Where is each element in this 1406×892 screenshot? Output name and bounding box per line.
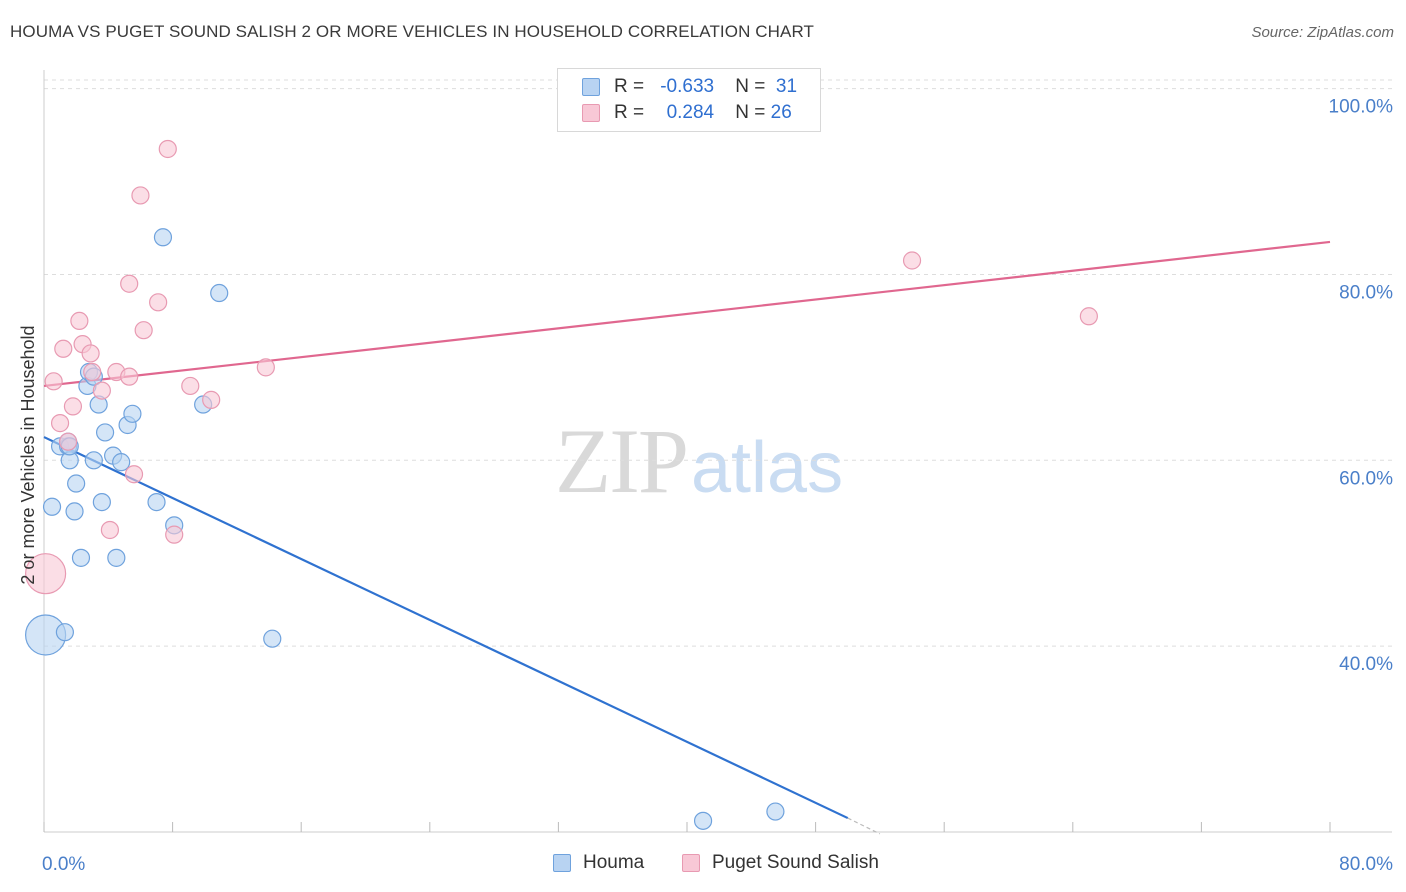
series-swatch-salish [682, 854, 700, 872]
label-layer: 40.0% 60.0% 80.0% 100.0% 0.0% 80.0% 2 or more … [18, 97, 1393, 875]
houma-point [84, 451, 103, 470]
houma-point [112, 453, 131, 472]
houma-trend-extension [847, 817, 881, 835]
salish-point [202, 390, 221, 409]
salish-point [92, 381, 111, 400]
legend-swatch-houma [582, 78, 600, 96]
houma-point [67, 474, 86, 493]
legend-text-salish: R = 0.284 N = 26 [614, 102, 792, 124]
salish-point [44, 372, 63, 391]
houma-point [263, 629, 282, 648]
salish-point [256, 358, 275, 377]
watermark: ZIPatlas [555, 408, 843, 514]
legend-n-value-houma: 31 [775, 76, 798, 97]
legend-n-label: N = [735, 102, 766, 123]
houma-trend-line [43, 436, 849, 820]
salish-point [181, 376, 200, 396]
salish-point [158, 139, 177, 159]
salish-point [124, 465, 144, 484]
houma-point [147, 493, 166, 512]
salish-point [149, 293, 168, 312]
y-tick-label: 40.0% [1339, 654, 1393, 675]
watermark-atlas: atlas [691, 428, 844, 508]
legend-text-houma: R = -0.633 N = 31 [614, 76, 797, 98]
series-legend: Houma Puget Sound Salish [0, 852, 1406, 878]
salish-point [54, 339, 73, 358]
salish-point [63, 397, 83, 416]
houma-point [153, 228, 173, 247]
legend-n-label: N = [735, 76, 766, 97]
salish-trend-line [43, 240, 1331, 388]
salish-point [902, 251, 922, 270]
y-tick-label: 100.0% [1329, 97, 1394, 118]
legend-r-value-houma: -0.633 [660, 76, 715, 97]
watermark-zip: ZIP [555, 410, 689, 512]
stats-legend: R = -0.633 N = 31 R = 0.284 N = 26 [557, 68, 821, 132]
source-credit: Source: ZipAtlas.com [1251, 24, 1394, 41]
salish-point [59, 432, 78, 451]
y-tick-label: 60.0% [1339, 468, 1393, 489]
x-tick-label: 0.0% [42, 854, 85, 875]
series-label-salish: Puget Sound Salish [712, 852, 879, 873]
point-layer [25, 139, 1098, 830]
salish-point [120, 274, 139, 293]
legend-r-label: R = [614, 102, 645, 123]
salish-point [50, 414, 70, 433]
houma-point [766, 802, 785, 821]
series-label-houma: Houma [583, 852, 645, 873]
x-tick-label: 80.0% [1339, 854, 1393, 875]
houma-point [210, 283, 229, 303]
salish-point [81, 344, 100, 363]
houma-point [92, 493, 111, 512]
salish-point [165, 525, 184, 544]
salish-point [70, 311, 89, 331]
chart-title: HOUMA VS PUGET SOUND SALISH 2 OR MORE VE… [10, 22, 815, 41]
houma-point [65, 502, 84, 521]
series-swatch-houma [553, 854, 571, 872]
y-tick-label: 80.0% [1339, 282, 1393, 303]
houma-point [107, 548, 126, 567]
houma-point [55, 623, 74, 642]
salish-point [1079, 307, 1098, 326]
salish-point [120, 367, 139, 386]
axis-layer [43, 70, 1392, 833]
legend-r-label: R = [614, 76, 645, 97]
salish-point [131, 186, 150, 205]
trend-layer [43, 240, 1331, 835]
y-axis-label: 2 or more Vehicles in Household [18, 325, 38, 584]
houma-point [693, 811, 713, 830]
salish-point [100, 520, 120, 540]
salish-point [134, 321, 153, 340]
houma-point [95, 423, 115, 442]
houma-point [123, 404, 142, 423]
legend-swatch-salish [582, 104, 600, 122]
legend-r-value-salish: 0.284 [666, 102, 715, 123]
houma-point [42, 497, 62, 516]
legend-n-value-salish: 26 [770, 102, 792, 123]
houma-point [71, 548, 91, 567]
salish-point [25, 553, 67, 595]
salish-point [83, 362, 102, 382]
